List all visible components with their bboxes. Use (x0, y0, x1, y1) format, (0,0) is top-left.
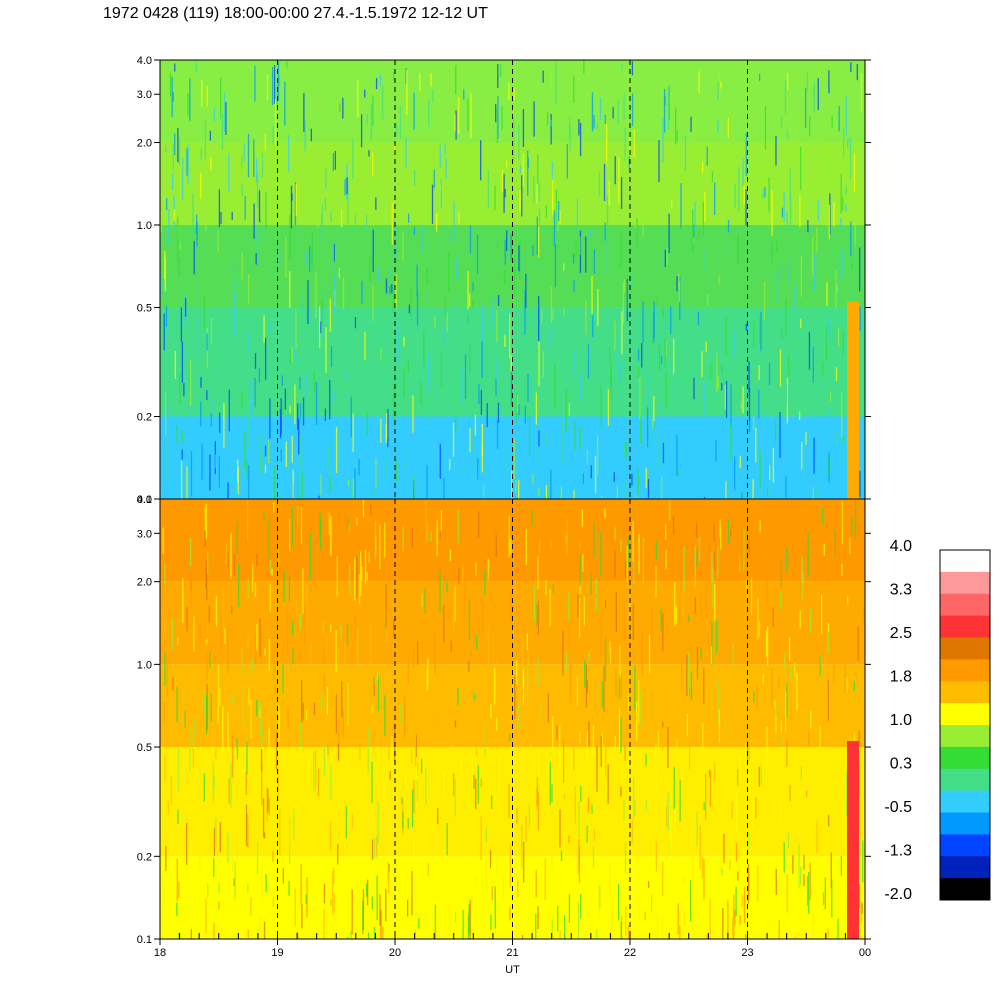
colorbar-swatch (940, 725, 990, 748)
colorbar-swatch (940, 637, 990, 660)
colorbar-swatch (940, 659, 990, 682)
y-tick-label: 0.2 (137, 412, 152, 424)
x-axis: 18 19 20 21 22 23 00 UT (154, 933, 871, 976)
colorbar-swatch (940, 593, 990, 617)
x-tick-label: 20 (389, 947, 401, 959)
x-tick-label: 23 (741, 947, 753, 959)
edge-column (847, 301, 859, 499)
heatmap-texture (160, 60, 865, 499)
y-tick-label: 0.1 (137, 934, 152, 946)
chart-title: 1972 0428 (119) 18:00-00:00 27.4.-1.5.19… (103, 5, 488, 22)
colorbar-swatch (940, 615, 990, 638)
colorbar-label: 1.0 (890, 712, 912, 729)
x-tick-label: 18 (154, 947, 166, 959)
colorbar-label: 3.3 (890, 582, 912, 599)
y-tick-label: 0.2 (137, 851, 152, 863)
y-tick-label: 4.0 (137, 494, 152, 506)
colorbar-swatch (940, 878, 990, 901)
y-tick-label: 4.0 (137, 55, 152, 67)
colorbar-swatch (940, 571, 990, 595)
colorbar-swatch (940, 681, 990, 704)
colorbar-label: 2.5 (890, 625, 912, 642)
colorbar-label: 1.8 (890, 669, 912, 686)
y-tick-label: 0.1 (137, 494, 152, 506)
colorbar-swatch (940, 746, 990, 770)
x-tick-label: 00 (859, 947, 871, 959)
colorbar-label: -0.5 (884, 799, 912, 816)
y-tick-label: 0.5 (137, 742, 152, 754)
heatmap-band (160, 142, 865, 225)
colorbar-swatch (940, 812, 990, 835)
colorbar-swatch (940, 856, 990, 879)
x-tick-label: 21 (506, 947, 518, 959)
y-tick-label: 3.0 (137, 89, 152, 101)
colorbar-label: 0.3 (890, 756, 912, 773)
colorbar-swatch (940, 768, 990, 792)
colorbar-swatch (940, 834, 990, 857)
y-tick-label: 1.0 (137, 659, 152, 671)
panels-layer: 4.03.02.01.00.50.20.14.03.02.01.00.50.20… (137, 55, 871, 946)
panel-lower: 4.0 3.0 2.0 1.0 0.5 0.2 0.1 (137, 494, 871, 946)
colorbar: 4.0 3.3 2.5 1.8 1.0 0.3 -0.5 -1.3 -2.0 (884, 538, 991, 903)
x-axis-label: UT (505, 964, 520, 976)
colorbar-label: -1.3 (884, 843, 912, 860)
x-tick-label: 19 (271, 947, 283, 959)
heatmap-band (160, 224, 865, 308)
colorbar-frame (939, 549, 991, 901)
colorbar-swatch (940, 790, 990, 813)
colorbar-label: 4.0 (890, 538, 912, 555)
y-tick-label: 2.0 (137, 577, 152, 589)
x-tick-label: 22 (624, 947, 636, 959)
y-tick-label: 0.5 (137, 302, 152, 314)
heatmap-texture (160, 499, 865, 939)
panel-upper: 4.0 3.0 2.0 1.0 0.5 0.2 0.1 (137, 55, 871, 506)
colorbar-swatch (940, 550, 990, 573)
colorbar-label: -2.0 (884, 886, 912, 903)
edge-column (847, 741, 859, 939)
y-tick-label: 3.0 (137, 528, 152, 540)
y-tick-label: 2.0 (137, 137, 152, 149)
colorbar-swatch (940, 703, 990, 726)
y-tick-label: 1.0 (137, 220, 152, 232)
